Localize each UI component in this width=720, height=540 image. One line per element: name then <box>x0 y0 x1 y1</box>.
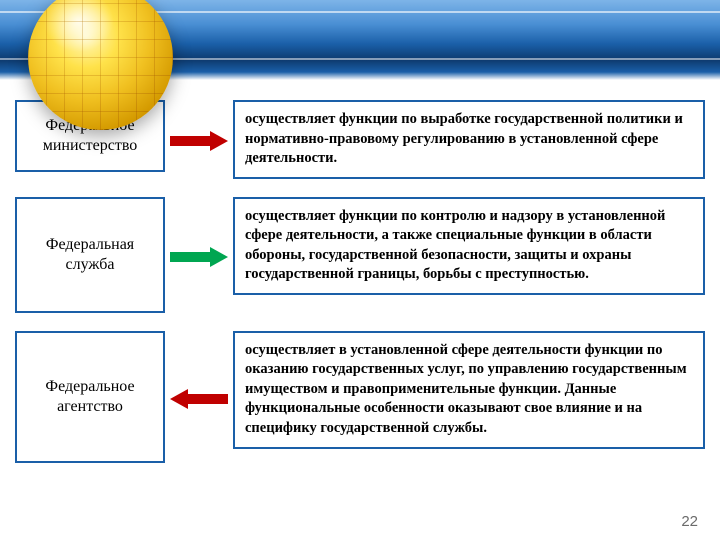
arrow-wrap <box>165 243 233 267</box>
entity-box: Федеральная служба <box>15 197 165 313</box>
description-box: осуществляет функции по выработке госуда… <box>233 100 705 179</box>
arrow-right-icon <box>170 131 228 151</box>
arrow-left-icon <box>170 389 228 409</box>
page-number: 22 <box>681 513 698 530</box>
description-box: осуществляет в установленной сфере деяте… <box>233 331 705 449</box>
diagram-content: Федеральное министерствоосуществляет фун… <box>15 100 705 481</box>
description-box: осуществляет функции по контролю и надзо… <box>233 197 705 295</box>
arrow-wrap <box>165 127 233 151</box>
arrow-wrap <box>165 385 233 409</box>
diagram-row: Федеральная служба осуществляет функции п… <box>15 197 705 313</box>
diagram-row: Федеральное агентство осуществляет в уста… <box>15 331 705 463</box>
entity-box: Федеральное агентство <box>15 331 165 463</box>
arrow-right-icon <box>170 247 228 267</box>
